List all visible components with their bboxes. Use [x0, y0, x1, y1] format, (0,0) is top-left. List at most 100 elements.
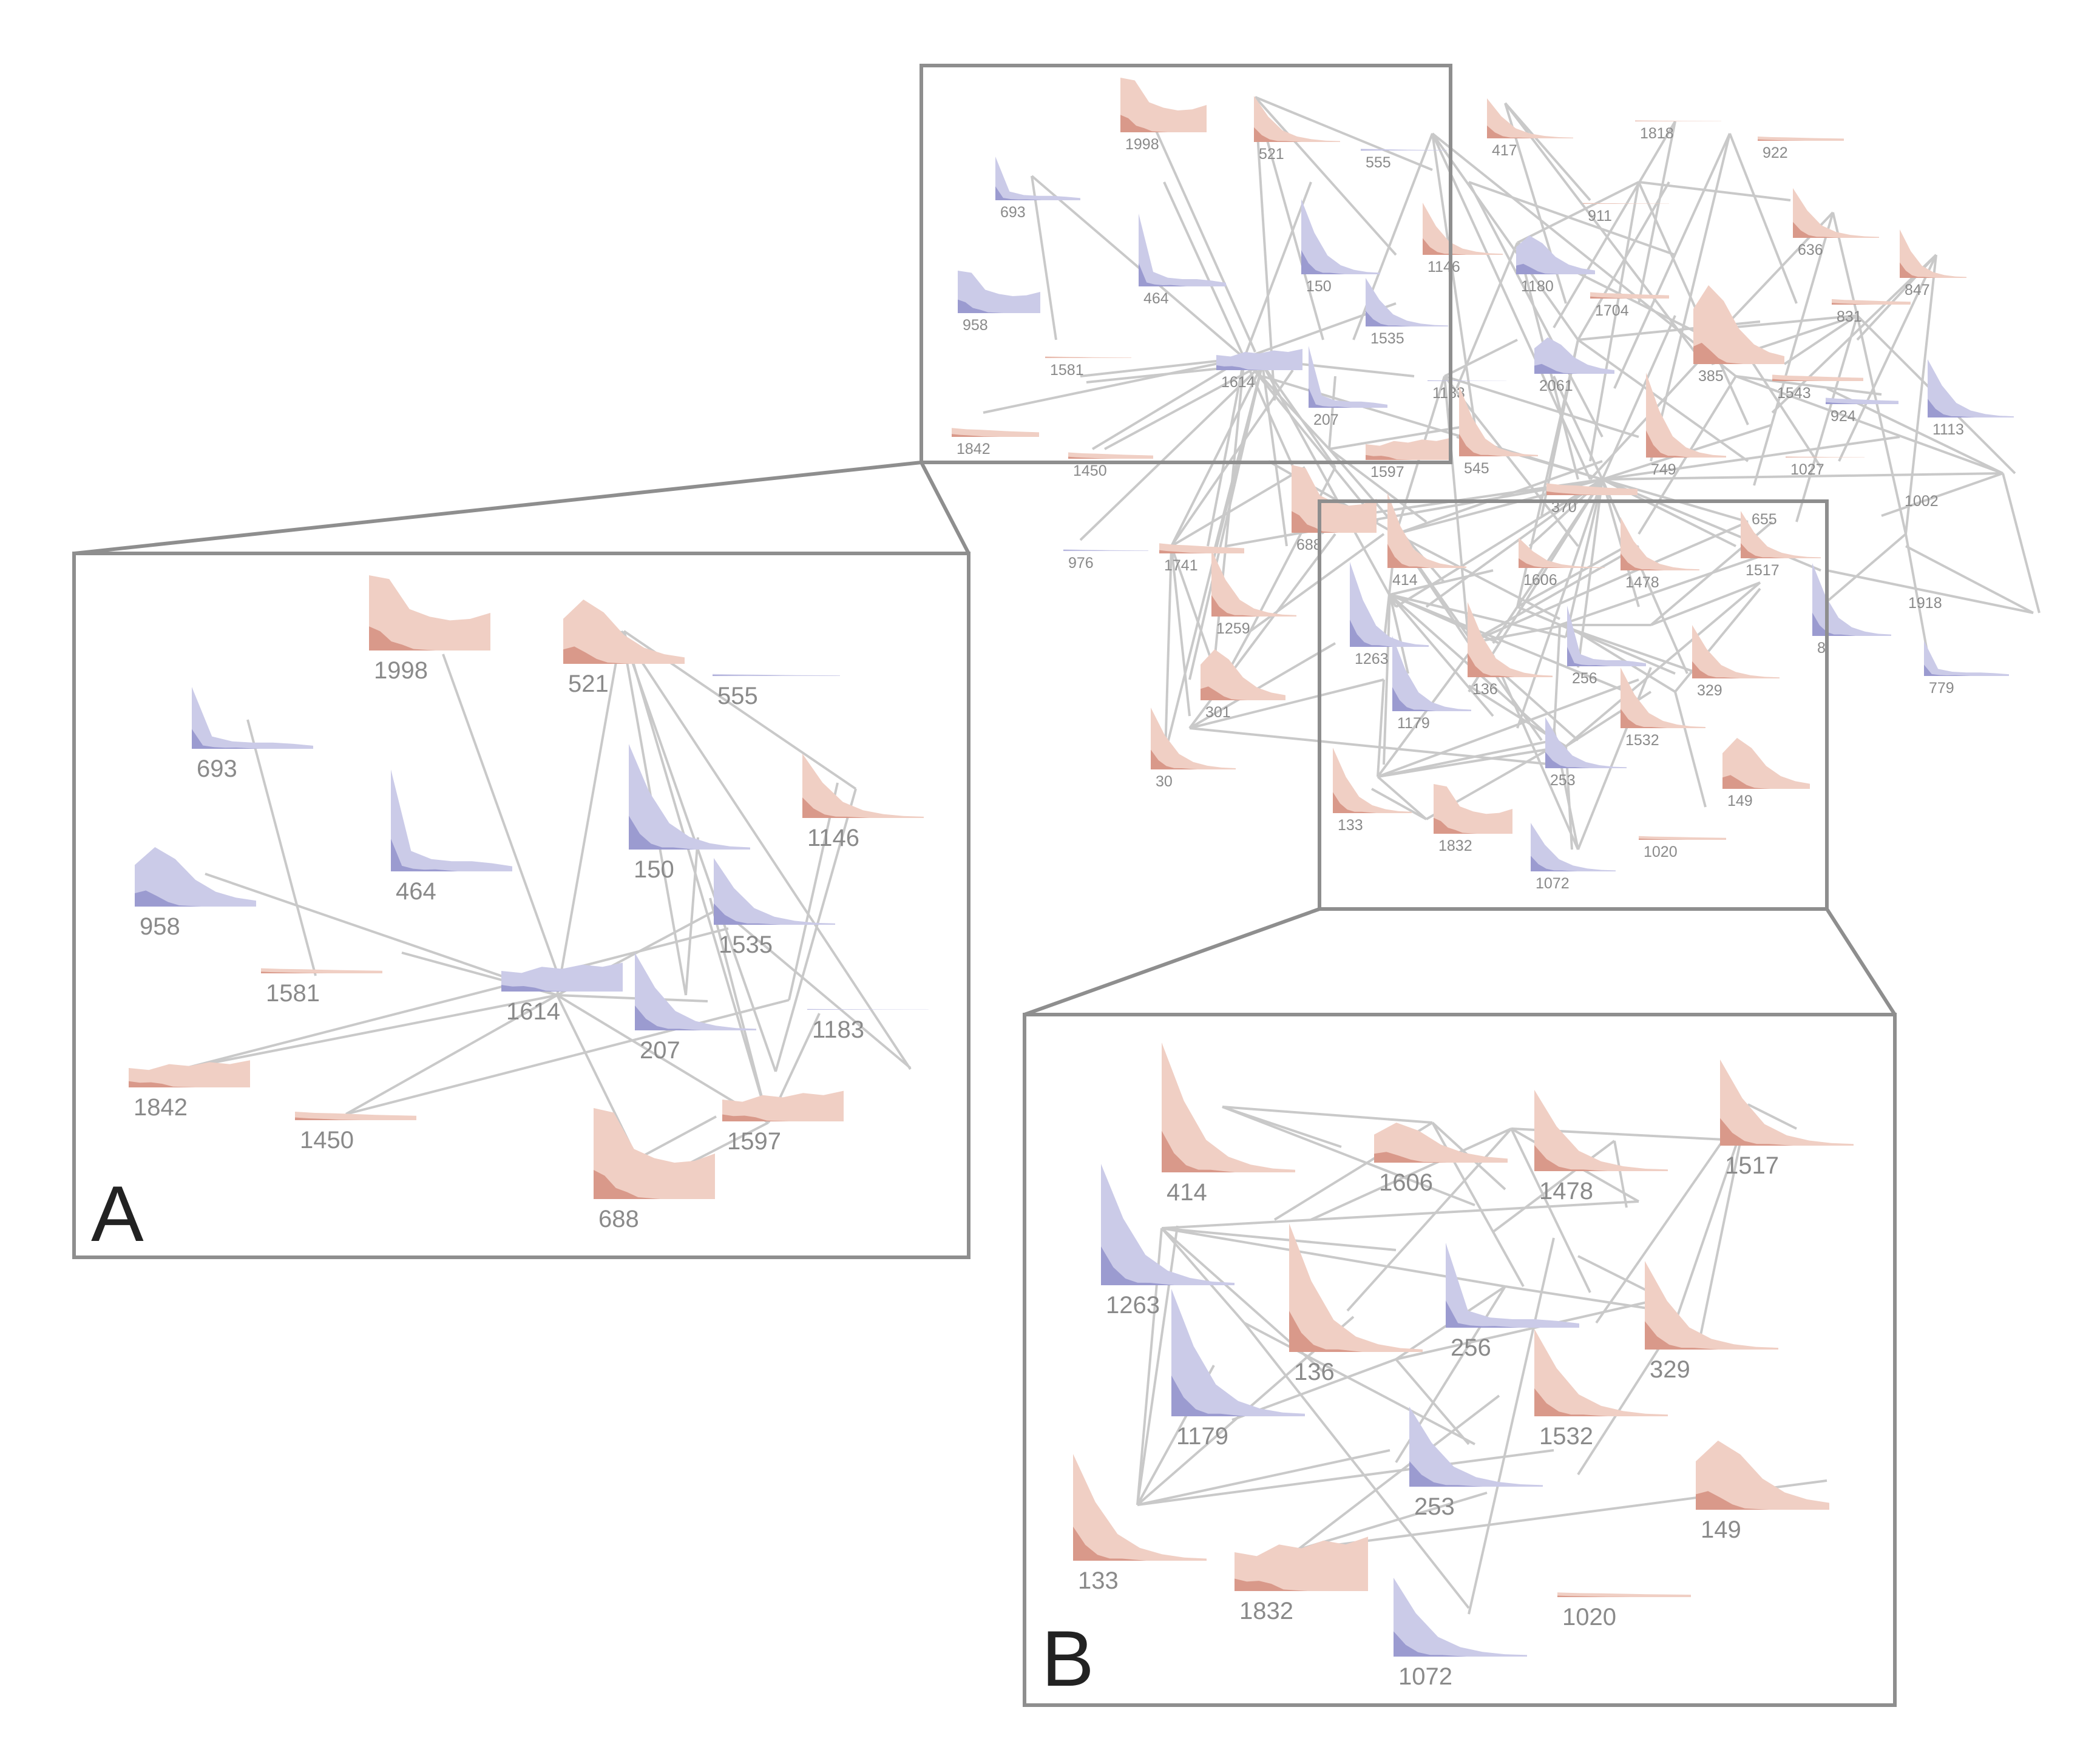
zoom-a-node-area-dark — [192, 729, 259, 749]
main-node-area — [1201, 649, 1285, 700]
main-edge — [1517, 545, 1627, 608]
zoom-b-node-label: 1832 — [1239, 1598, 1293, 1624]
main-node-area-dark — [1534, 363, 1579, 374]
main-node-area — [1924, 641, 2009, 676]
main-edge — [1468, 181, 1676, 256]
main-node-8: 8 — [1812, 563, 1891, 657]
zoom-b-node-area — [1289, 1223, 1423, 1352]
main-node-655: 655 — [1752, 511, 1777, 528]
zoom-b-node-label: 133 — [1078, 1567, 1119, 1594]
main-node-area — [1309, 346, 1387, 408]
main-node-area-dark — [1567, 647, 1611, 666]
zoom-a-panel-letter: A — [91, 1169, 144, 1258]
main-edge — [1389, 569, 1494, 596]
zoom-b-node-area — [1645, 1261, 1778, 1350]
zoom-b-node-area — [1374, 1123, 1508, 1163]
main-node-label: 1027 — [1790, 461, 1824, 478]
main-edge — [1254, 96, 1276, 401]
main-node-label: 555 — [1366, 154, 1391, 171]
main-node-253: 253 — [1545, 717, 1627, 789]
zoom-a-node-area-dark — [713, 675, 783, 676]
main-edge — [1163, 181, 1245, 359]
main-node-label: 1818 — [1640, 125, 1674, 142]
zoom-b-edge — [1137, 1449, 1554, 1506]
zoom-a-node-area — [135, 847, 256, 907]
zoom-b-node-area-dark — [1101, 1246, 1174, 1285]
main-node-area — [1366, 278, 1448, 326]
main-node-label: 636 — [1798, 242, 1823, 259]
zoom-a-node-label: 555 — [717, 683, 758, 709]
main-node-1020: 1020 — [1639, 836, 1726, 860]
zoom-b-edge — [1296, 1394, 1500, 1551]
main-node-207: 207 — [1309, 346, 1387, 428]
main-node-area — [1621, 517, 1699, 570]
zoom-a-source-frame — [920, 64, 1452, 464]
main-node-area-dark — [1722, 775, 1771, 789]
zoom-a-node-area-dark — [135, 890, 202, 907]
zoom-b-node-area — [1720, 1059, 1854, 1146]
main-edge — [1468, 624, 1566, 644]
main-node-area — [958, 271, 1040, 313]
zoom-b-edge — [1674, 1110, 1749, 1323]
main-node-area-dark — [1793, 221, 1841, 238]
main-edge — [1031, 175, 1057, 340]
main-node-label: 1259 — [1216, 620, 1250, 637]
main-node-693: 693 — [995, 157, 1080, 221]
zoom-a-node-area-dark — [722, 1114, 789, 1121]
zoom-b-edge — [1243, 1322, 1470, 1609]
main-edge — [1431, 133, 1476, 425]
zoom-b-edge — [1613, 1140, 1628, 1208]
main-node-1146: 1146 — [1423, 203, 1503, 275]
main-edge — [1638, 121, 1676, 304]
main-node-label: 133 — [1338, 817, 1363, 834]
main-node-area-dark — [1366, 311, 1411, 326]
main-edge — [1261, 363, 1336, 468]
main-edge — [1565, 581, 1761, 748]
main-edge — [1431, 132, 1579, 341]
main-node-area-dark — [1621, 553, 1664, 570]
zoom-a-edge — [620, 630, 912, 1070]
main-node-area-dark — [1772, 379, 1823, 381]
main-node-area — [1487, 98, 1573, 138]
main-node-area — [1826, 397, 1898, 404]
main-node-area-dark — [1928, 399, 1976, 417]
zoom-a-connector-left — [73, 461, 922, 555]
main-node-1072: 1072 — [1531, 823, 1616, 892]
zoom-b-node-area-dark — [1235, 1578, 1308, 1591]
main-edge — [1650, 581, 1761, 626]
main-node-label: 779 — [1929, 680, 1954, 697]
main-node-area-dark — [1301, 250, 1345, 274]
zoom-b-node-label: 1517 — [1725, 1152, 1779, 1179]
zoom-a-edge — [345, 994, 558, 1115]
main-edge — [1820, 533, 1907, 608]
zoom-a-node-area-dark — [391, 839, 458, 871]
main-node-area-dark — [1758, 139, 1806, 141]
main-node-749: 749 — [1646, 373, 1726, 478]
main-node-area-dark — [1900, 262, 1937, 278]
zoom-b-node-area — [1235, 1536, 1368, 1591]
zoom-a-node-area — [369, 575, 490, 651]
main-node-area-dark — [1487, 125, 1535, 138]
main-edge — [1735, 375, 1882, 396]
main-node-area — [1534, 337, 1614, 374]
main-node-1543: 1543 — [1772, 374, 1863, 402]
zoom-a-edge — [685, 837, 699, 996]
zoom-a-edge — [637, 1115, 717, 1160]
zoom-b-node-area-dark — [1696, 1491, 1769, 1510]
zoom-b-node-area — [1101, 1164, 1235, 1285]
main-edge — [1559, 551, 1773, 626]
main-node-area-dark — [1333, 792, 1377, 813]
zoom-a-node-1581: 1581 — [261, 968, 382, 1007]
main-node-area-dark — [1459, 433, 1503, 456]
zoom-a-node-area-dark — [629, 816, 696, 850]
main-node-area — [1621, 667, 1705, 728]
main-node-label: 256 — [1572, 670, 1597, 687]
zoom-a-node-693: 693 — [192, 687, 313, 782]
zoom-b-node-label: 1263 — [1106, 1292, 1160, 1319]
main-node-133: 133 — [1333, 748, 1412, 834]
main-graph-edges — [983, 96, 2041, 850]
main-edge — [1601, 315, 1676, 480]
main-node-label: 1842 — [957, 441, 991, 458]
main-edge — [1468, 521, 1749, 644]
zoom-a-node-area-dark — [129, 1081, 195, 1087]
